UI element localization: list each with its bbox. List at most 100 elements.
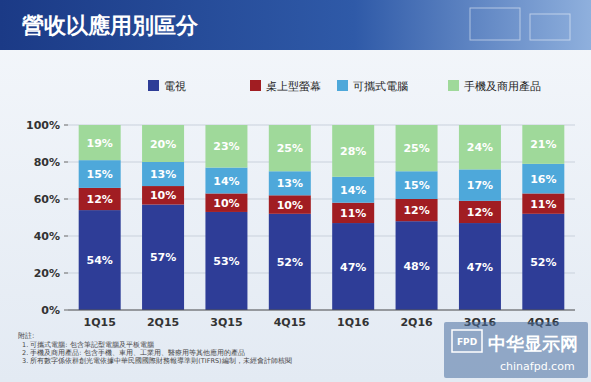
legend-label: 手機及商用產品 <box>464 80 541 93</box>
data-label: 11% <box>530 198 556 211</box>
x-tick-label: 2Q15 <box>147 316 179 329</box>
bar-segment <box>269 125 311 171</box>
legend-label: 電視 <box>164 80 186 93</box>
data-label: 24% <box>467 141 493 154</box>
title: 營收以應用別區分 <box>22 13 199 38</box>
legend-label: 桌上型螢幕 <box>266 80 321 93</box>
bar-segment <box>142 125 184 162</box>
x-tick-label: 1Q16 <box>337 316 370 329</box>
data-label: 53% <box>213 255 239 268</box>
data-label: 13% <box>277 177 303 190</box>
bar-segment <box>459 201 501 223</box>
bar-segment <box>396 171 438 199</box>
y-tick-label: 100% <box>26 119 60 132</box>
watermark-logo <box>452 330 482 352</box>
data-label: 17% <box>467 179 493 192</box>
data-label: 23% <box>213 140 239 153</box>
bar-segment <box>269 195 311 214</box>
data-label: 10% <box>277 199 303 212</box>
bar-segment <box>332 177 374 203</box>
y-tick-label: 60% <box>34 193 60 206</box>
bar-segment <box>459 223 501 310</box>
data-label: 48% <box>403 260 429 273</box>
data-label: 47% <box>340 261 366 274</box>
data-label: 25% <box>277 142 303 155</box>
watermark: 中华显示网 <box>488 333 578 354</box>
bar-segment <box>269 171 311 195</box>
decor <box>470 8 520 40</box>
bar-segment <box>79 188 121 210</box>
x-axis <box>68 310 575 311</box>
watermark: chinafpd.com <box>500 360 575 373</box>
grid-line <box>68 310 575 311</box>
tick <box>64 236 68 237</box>
tick <box>64 125 68 126</box>
bar-segment <box>332 203 374 223</box>
bar-segment <box>459 169 501 200</box>
bar-segment <box>332 125 374 177</box>
bar-segment <box>205 125 247 168</box>
data-label: 28% <box>340 145 366 158</box>
footnote: 3. 所有數字係依群創光電依據中華民國國際財務報導準則(TIFRS)編制，未經會… <box>22 357 292 365</box>
tick <box>64 273 68 274</box>
x-tick-label: 3Q15 <box>210 316 242 329</box>
bar-segment <box>522 193 564 213</box>
bar-segment <box>205 193 247 212</box>
legend-label: 可攜式電腦 <box>353 80 408 93</box>
data-label: 15% <box>403 179 429 192</box>
bar-segment <box>522 125 564 164</box>
bar-segment <box>142 186 184 205</box>
data-label: 12% <box>403 204 429 217</box>
data-label: 16% <box>530 173 556 186</box>
y-tick-label: 0% <box>41 304 60 317</box>
bar-segment <box>142 162 184 186</box>
x-tick-label: 2Q16 <box>400 316 433 329</box>
title-band <box>0 0 591 50</box>
data-label: 13% <box>150 168 176 181</box>
bars <box>79 125 565 310</box>
bar-segment <box>522 164 564 194</box>
bar-segment <box>79 125 121 160</box>
tick <box>64 199 68 200</box>
data-label: 57% <box>150 251 176 264</box>
data-label: 12% <box>87 193 113 206</box>
bar-segment <box>205 168 247 194</box>
bar-segment <box>142 205 184 310</box>
data-label: 21% <box>530 138 556 151</box>
chart: 營收以應用別區分電視 桌上型螢幕 可攜式電腦 手機及商用產品 0% 20% 40% 60% 80… <box>0 0 591 382</box>
data-label: 47% <box>467 261 493 274</box>
bar-segment <box>522 214 564 310</box>
legend-swatch <box>337 80 348 91</box>
bar-segment <box>396 221 438 310</box>
data-label: 52% <box>530 256 556 269</box>
bar-segment <box>332 223 374 310</box>
bar-segment <box>205 212 247 310</box>
bar-segment <box>459 125 501 169</box>
watermark-box <box>444 322 588 378</box>
tick <box>64 162 68 163</box>
data-label: 19% <box>87 137 113 150</box>
data-label: 54% <box>87 254 113 267</box>
legend-swatch <box>448 80 459 91</box>
x-tick-label: 1Q15 <box>84 316 116 329</box>
data-label: 12% <box>467 206 493 219</box>
y-tick-label: 80% <box>34 156 60 169</box>
watermark: FPD <box>457 337 477 347</box>
background <box>0 0 591 382</box>
bar-segment <box>269 214 311 310</box>
legend-swatch <box>250 80 261 91</box>
footnote: 2. 手機及商用產品: 包含手機、車用、工業用、醫療用等其他應用的產品 <box>22 349 245 357</box>
data-label: 14% <box>213 175 239 188</box>
data-label: 25% <box>403 142 429 155</box>
legend-swatch <box>148 80 159 91</box>
data-label: 20% <box>150 138 176 151</box>
bar-segment <box>396 199 438 221</box>
footnote: 附註: <box>18 332 34 340</box>
y-tick-label: 40% <box>34 230 60 243</box>
footnote: 1. 可攜式電腦: 包含筆記型電腦及平板電腦 <box>22 341 154 349</box>
bar-segment <box>396 125 438 171</box>
data-label: 15% <box>87 168 113 181</box>
data-label: 14% <box>340 184 366 197</box>
decor <box>530 14 570 40</box>
bar-segment <box>79 160 121 188</box>
